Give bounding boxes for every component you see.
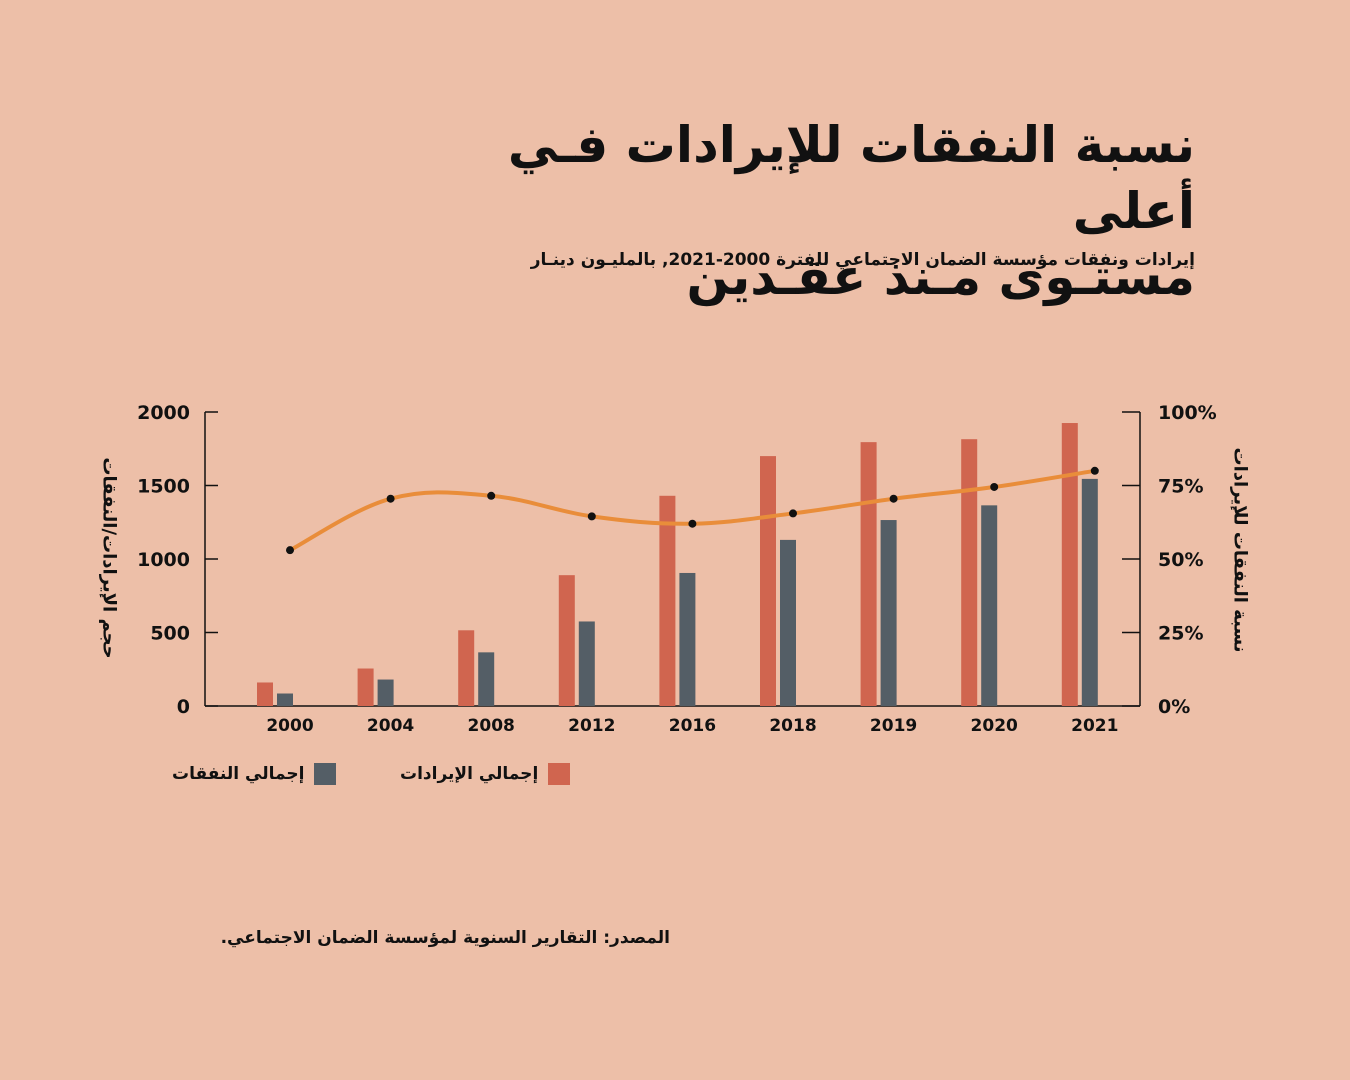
ratio-point [789,509,797,518]
legend-expenses-swatch [314,763,337,785]
revenue-bar [659,495,676,706]
revenue-bar [458,630,475,706]
ratio-point [386,494,395,503]
revenue-bar [760,456,776,706]
expenses-bar [277,693,293,706]
y-tick-label: 0 [177,696,190,718]
revenue-bar [558,575,575,706]
revenue-bar [860,442,877,706]
source-note: المصدر: التقارير السنوية لمؤسسة الضمان ا… [220,928,670,948]
ratio-point [1090,466,1099,475]
revenue-bar [961,439,978,706]
legend-expenses-label: إجمالي النفقات [172,764,305,784]
y2-tick-label: 75% [1158,476,1203,498]
ratio-point [587,512,596,521]
expenses-bar [981,505,998,706]
y-axis-title: حجم الإيرادات/النفقات [98,457,120,659]
x-tick-label: 2018 [769,716,816,736]
expenses-bar [1081,478,1098,706]
expenses-bar [377,679,394,706]
expenses-bar [478,652,495,706]
legend-revenue: إجمالي الإيرادات [400,760,571,788]
ratio-point [487,491,496,500]
revenue-bar [257,682,273,706]
ratio-point [688,519,697,528]
x-tick-label: 2012 [568,716,615,736]
legend-revenue-label: إجمالي الإيرادات [400,764,539,784]
x-tick-label: 2016 [669,716,716,736]
x-tick-label: 2020 [971,716,1018,736]
y2-tick-label: 0% [1158,696,1190,718]
y-tick-label: 1000 [137,549,190,571]
ratio-point [990,482,999,491]
expenses-bar [679,572,696,706]
x-tick-label: 2000 [266,716,313,736]
title-line-1: نسبة النفقات للإيرادات فـي أعلى [507,116,1195,240]
y2-tick-label: 50% [1158,549,1203,571]
legend-revenue-swatch [548,763,571,785]
chart-title: نسبة النفقات للإيرادات فـي أعلى مستـوى م… [375,112,1195,310]
y2-tick-label: 100% [1158,402,1217,424]
ratio-point [286,546,294,555]
x-tick-label: 2008 [468,716,515,736]
y2-tick-label: 25% [1158,623,1203,645]
x-tick-label: 2021 [1071,716,1118,736]
expenses-bar [880,520,897,706]
expenses-bar [780,539,796,706]
ratio-point [889,494,898,503]
chart-subtitle: إيرادات ونفقات مؤسسة الضمان الاجتماعي لل… [530,250,1195,270]
title-line-2: مستـوى مـنذ عقـدين [686,248,1195,306]
legend-expenses: إجمالي النفقات [172,760,337,788]
y-tick-label: 1500 [137,476,190,498]
y-tick-label: 2000 [137,402,190,424]
expenses-bar [578,621,595,706]
revenue-bar [1061,423,1078,706]
x-tick-label: 2004 [367,716,414,736]
revenue-bar [357,668,374,706]
y-tick-label: 500 [150,623,190,645]
y2-axis-title: نسبة النفقات للإيرادات [1229,447,1251,653]
x-tick-label: 2019 [870,716,917,736]
